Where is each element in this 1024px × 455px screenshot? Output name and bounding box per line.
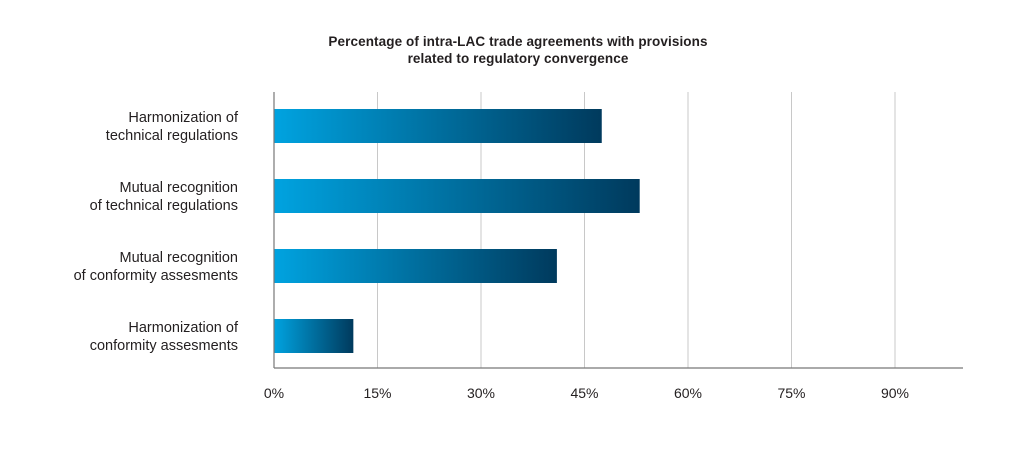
chart-title-line-2: related to regulatory convergence bbox=[407, 51, 629, 66]
bar bbox=[274, 179, 640, 213]
x-tick-label: 45% bbox=[570, 385, 598, 401]
category-label: Mutual recognition of technical regulatio… bbox=[90, 180, 238, 214]
x-tick-label: 15% bbox=[363, 385, 391, 401]
x-tick-labels: 0% 15% 30% 45% 60% 75% 90% bbox=[264, 385, 909, 401]
x-tick-label: 30% bbox=[467, 385, 495, 401]
chart-title-line-1: Percentage of intra-LAC trade agreements… bbox=[328, 34, 708, 49]
bar bbox=[274, 319, 354, 353]
axes bbox=[273, 92, 963, 369]
bars bbox=[274, 109, 640, 353]
x-tick-label: 60% bbox=[674, 385, 702, 401]
x-tick-label: 0% bbox=[264, 385, 284, 401]
chart-title: Percentage of intra-LAC trade agreements… bbox=[0, 33, 1024, 67]
x-tick-label: 75% bbox=[777, 385, 805, 401]
bar bbox=[274, 109, 602, 143]
category-label: Harmonization of conformity assesments bbox=[90, 320, 239, 354]
category-label: Harmonization of technical regulations bbox=[106, 110, 239, 144]
category-labels: Harmonization of technical regulations Mut… bbox=[74, 110, 239, 354]
category-label: Mutual recognition of conformity assesmen… bbox=[74, 250, 238, 284]
x-tick-label: 90% bbox=[881, 385, 909, 401]
bar bbox=[274, 249, 557, 283]
